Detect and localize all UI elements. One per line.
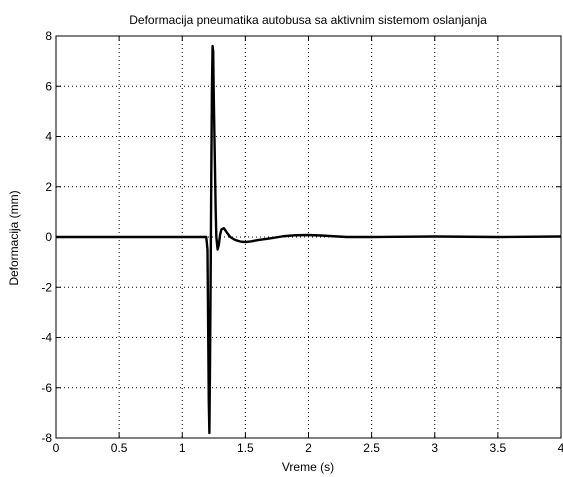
y-axis-label: Deformacija (mm): [7, 190, 21, 285]
x-tick-label: 3: [431, 441, 438, 455]
x-tick-label: 2: [305, 441, 312, 455]
y-tick-label: -4: [41, 331, 52, 345]
x-axis-label: Vreme (s): [282, 460, 334, 474]
y-tick-labels: -8 -6 -4 -2 0 2 4 6 8: [41, 29, 52, 445]
chart-title: Deformacija pneumatika autobusa sa aktiv…: [129, 13, 487, 27]
x-tick-label: 2.5: [363, 441, 380, 455]
x-tick-label: 0: [53, 441, 60, 455]
y-tick-label: -2: [41, 280, 52, 294]
x-tick-label: 4: [558, 441, 563, 455]
y-tick-label: 0: [45, 230, 52, 244]
series-line: [56, 44, 562, 435]
x-tick-labels: 0 0.5 1 1.5 2 2.5 3 3.5 4: [53, 441, 563, 455]
x-tick-label: 1: [179, 441, 186, 455]
y-tick-label: 6: [45, 79, 52, 93]
y-tick-label: -8: [41, 431, 52, 445]
x-tick-label: 1.5: [237, 441, 254, 455]
series-layer: [56, 44, 562, 435]
y-tick-label: 2: [45, 180, 52, 194]
y-tick-label: -6: [41, 381, 52, 395]
y-tick-label: 8: [45, 29, 52, 43]
x-tick-label: 0.5: [111, 441, 128, 455]
y-tick-label: 4: [45, 130, 52, 144]
x-tick-label: 3.5: [490, 441, 507, 455]
